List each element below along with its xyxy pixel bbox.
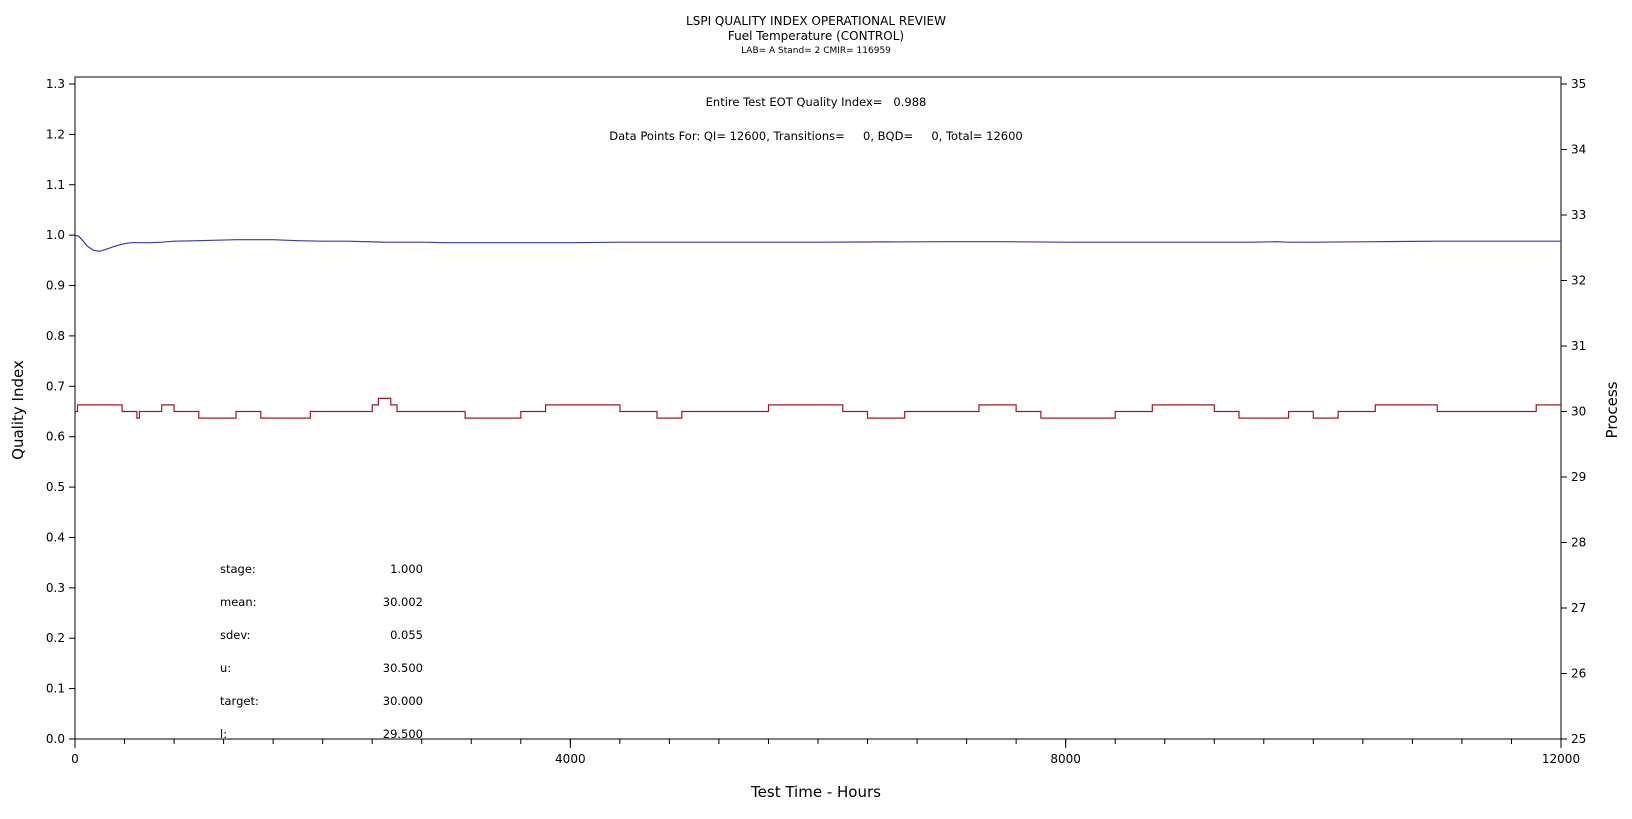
y2-tick-label: 28 bbox=[1571, 536, 1586, 550]
y-tick-label: 1.0 bbox=[46, 228, 65, 242]
series-line-quality-index bbox=[74, 234, 1561, 252]
y-tick-label: 0.0 bbox=[46, 732, 65, 746]
y-tick-label: 1.3 bbox=[46, 77, 65, 91]
y-axis-right: 25 26 27 28 29 30 31 32 33 34 35 bbox=[1561, 77, 1586, 746]
x-axis-label: Test Time - Hours bbox=[750, 783, 881, 801]
plot-frame bbox=[74, 76, 1562, 740]
y2-tick-label: 32 bbox=[1571, 274, 1586, 288]
x-tick-label: 0 bbox=[71, 752, 79, 766]
series-line-process bbox=[75, 397, 1561, 419]
x-axis: 0 4000 8000 12000 bbox=[71, 739, 1580, 766]
chart-subtitle: Fuel Temperature (CONTROL) bbox=[728, 29, 904, 43]
stat-label: stage: bbox=[220, 562, 256, 576]
y2-tick-label: 34 bbox=[1571, 143, 1586, 157]
series-layer bbox=[74, 234, 1561, 419]
y-tick-label: 1.2 bbox=[46, 127, 65, 141]
chart-subtitle-2: LAB= A Stand= 2 CMIR= 116959 bbox=[741, 46, 891, 56]
annotation-data-points: Data Points For: QI= 12600, Transitions=… bbox=[609, 129, 1022, 143]
y-tick-label: 0.2 bbox=[46, 631, 65, 645]
y2-tick-label: 29 bbox=[1571, 470, 1586, 484]
y-tick-label: 0.6 bbox=[46, 430, 65, 444]
stat-value: 29.500 bbox=[383, 727, 423, 741]
stat-value: 0.055 bbox=[390, 628, 423, 642]
x-tick-label: 12000 bbox=[1542, 752, 1580, 766]
y-tick-label: 0.7 bbox=[46, 379, 65, 393]
stat-label: sdev: bbox=[220, 628, 250, 642]
stat-label: mean: bbox=[220, 595, 257, 609]
title-group: LSPI QUALITY INDEX OPERATIONAL REVIEW Fu… bbox=[686, 14, 946, 56]
x-tick-label: 4000 bbox=[555, 752, 586, 766]
stat-value: 30.500 bbox=[383, 661, 423, 675]
y2-tick-label: 25 bbox=[1571, 732, 1586, 746]
y2-tick-label: 33 bbox=[1571, 208, 1586, 222]
y-axis-label: Quality Index bbox=[9, 360, 27, 460]
y2-tick-label: 26 bbox=[1571, 667, 1586, 681]
stats-block: stage: 1.000 mean: 30.002 sdev: 0.055 u: 30.500… bbox=[220, 562, 423, 741]
stat-value: 1.000 bbox=[390, 562, 423, 576]
y2-axis-label: Process bbox=[1603, 381, 1621, 438]
y-tick-label: 0.1 bbox=[46, 682, 65, 696]
stat-value: 30.000 bbox=[383, 694, 423, 708]
y-tick-label: 0.9 bbox=[46, 279, 65, 293]
annotation-quality-index: Entire Test EOT Quality Index= 0.988 bbox=[706, 95, 927, 109]
y-tick-label: 0.5 bbox=[46, 480, 65, 494]
stat-label: target: bbox=[220, 694, 259, 708]
y2-tick-label: 35 bbox=[1571, 77, 1586, 91]
y-axis-left: 0.0 0.1 0.2 0.3 0.4 0.5 0.6 0.7 0.8 0.9 1.0 1.1 1.2 1… bbox=[46, 77, 75, 746]
chart-title: LSPI QUALITY INDEX OPERATIONAL REVIEW bbox=[686, 14, 946, 28]
y-tick-label: 0.4 bbox=[46, 530, 65, 544]
stat-label: l: bbox=[220, 727, 227, 741]
y-tick-label: 1.1 bbox=[46, 178, 65, 192]
x-tick-label: 8000 bbox=[1050, 752, 1081, 766]
y-tick-label: 0.3 bbox=[46, 581, 65, 595]
stat-label: u: bbox=[220, 661, 231, 675]
y2-tick-label: 31 bbox=[1571, 339, 1586, 353]
stat-value: 30.002 bbox=[383, 595, 423, 609]
y2-tick-label: 30 bbox=[1571, 405, 1586, 419]
y-tick-label: 0.8 bbox=[46, 329, 65, 343]
y2-tick-label: 27 bbox=[1571, 601, 1586, 615]
